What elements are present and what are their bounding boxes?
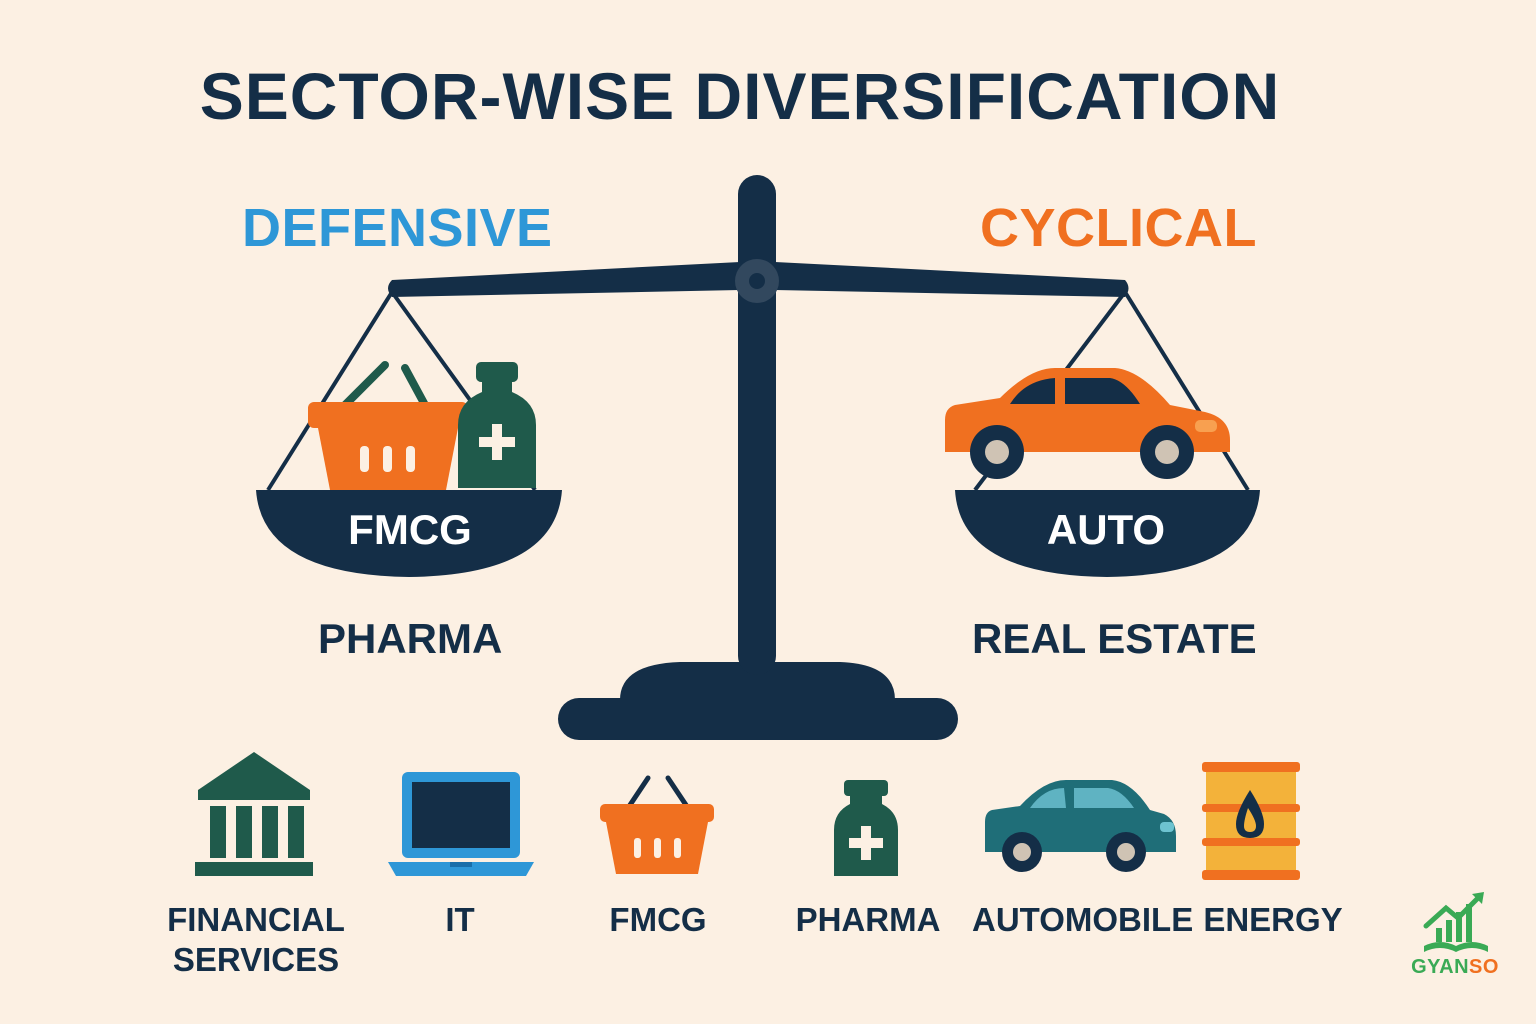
logo-text: GYANSO xyxy=(1405,956,1505,979)
medicine-bottle-icon xyxy=(834,780,898,876)
pan-medicine-bottle-icon xyxy=(458,362,536,488)
laptop-icon xyxy=(388,772,534,876)
growth-chart-book-icon xyxy=(1423,892,1488,952)
left-below-label: PHARMA xyxy=(318,615,503,662)
right-pan xyxy=(955,490,1260,577)
pan-basket-icon xyxy=(308,361,468,490)
left-pan xyxy=(256,490,562,577)
sector-label-fmcg: FMCG xyxy=(609,901,707,938)
logo-text-part1: GYAN xyxy=(1411,956,1470,978)
oil-barrel-icon xyxy=(1202,762,1300,880)
sector-label-energy: ENERGY xyxy=(1203,901,1343,938)
basket-icon xyxy=(600,775,714,874)
page-title: SECTOR-WISE DIVERSIFICATION xyxy=(199,59,1281,133)
pan-car-icon xyxy=(945,368,1230,479)
logo-text-part2: SO xyxy=(1469,956,1499,978)
defensive-heading: DEFENSIVE xyxy=(242,198,553,258)
scale-pillar xyxy=(738,175,776,675)
sector-label-line1: FINANCIAL xyxy=(167,901,345,938)
sector-label-pharma: PHARMA xyxy=(795,901,941,938)
sector-label-line2: SERVICES xyxy=(172,941,340,978)
sector-label-automobile: AUTOMOBILE xyxy=(972,901,1194,938)
scale-base xyxy=(558,662,958,740)
right-below-label: REAL ESTATE xyxy=(972,615,1257,662)
cyclical-heading: CYCLICAL xyxy=(980,198,1257,258)
sector-label-financial-services: FINANCIAL SERVICES xyxy=(156,900,356,980)
sector-label-it: IT xyxy=(445,901,475,938)
left-pan-label: FMCG xyxy=(348,506,472,553)
right-pan-label: AUTO xyxy=(1046,506,1166,553)
car-icon xyxy=(985,780,1176,872)
bank-icon xyxy=(195,752,313,876)
